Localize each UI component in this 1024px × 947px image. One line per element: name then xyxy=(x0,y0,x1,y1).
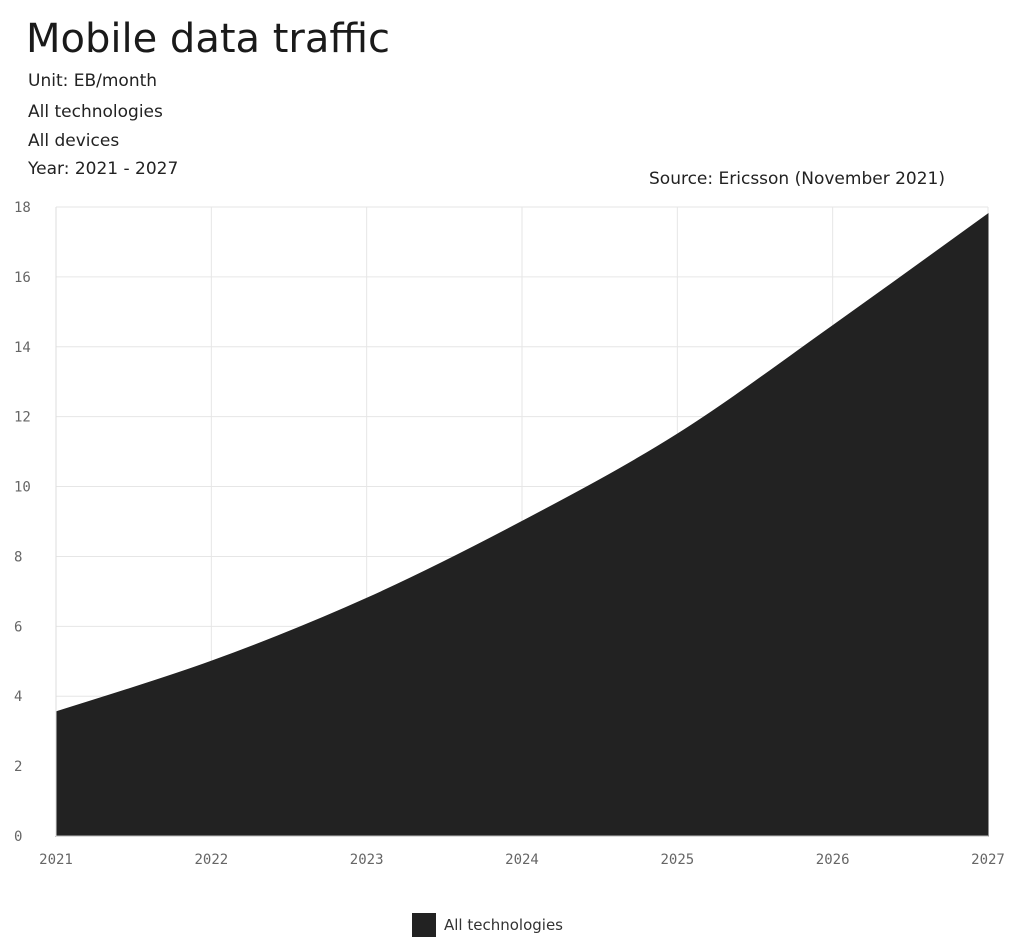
year-range-label: Year: 2021 - 2027 xyxy=(28,159,179,179)
x-tick-label-2027: 2027 xyxy=(971,852,1005,868)
y-tick-label-10: 10 xyxy=(14,480,31,496)
devices-label: All devices xyxy=(28,131,120,151)
area-series-layer xyxy=(55,213,989,837)
y-tick-label-18: 18 xyxy=(14,200,31,216)
y-tick-labels: 0 2 4 6 8 10 12 14 16 18 xyxy=(14,200,31,845)
area-series-0 xyxy=(55,213,989,837)
x-tick-labels: 2021 2022 2023 2024 2025 2026 2027 xyxy=(39,852,1005,868)
chart-title: Mobile data traffic xyxy=(26,16,391,62)
y-tick-label-8: 8 xyxy=(14,549,22,565)
x-tick-label-2023: 2023 xyxy=(350,852,384,868)
technology-label: All technologies xyxy=(28,102,163,122)
x-tick-label-2022: 2022 xyxy=(194,852,228,868)
y-tick-label-6: 6 xyxy=(14,619,22,635)
unit-label: Unit: EB/month xyxy=(28,71,158,91)
legend: All technologies xyxy=(412,912,563,938)
x-tick-label-2024: 2024 xyxy=(505,852,539,868)
source-label: Source: Ericsson (November 2021) xyxy=(649,169,945,189)
legend-label: All technologies xyxy=(444,916,563,934)
y-tick-label-4: 4 xyxy=(14,689,22,705)
y-tick-label-12: 12 xyxy=(14,410,31,426)
y-tick-label-0: 0 xyxy=(14,829,22,845)
x-tick-label-2021: 2021 xyxy=(39,852,73,868)
x-tick-label-2025: 2025 xyxy=(660,852,694,868)
legend-swatch xyxy=(412,913,436,937)
x-tick-label-2026: 2026 xyxy=(816,852,850,868)
axes xyxy=(55,207,988,837)
y-tick-label-14: 14 xyxy=(14,340,31,356)
y-tick-label-2: 2 xyxy=(14,759,22,775)
y-tick-label-16: 16 xyxy=(14,270,31,286)
